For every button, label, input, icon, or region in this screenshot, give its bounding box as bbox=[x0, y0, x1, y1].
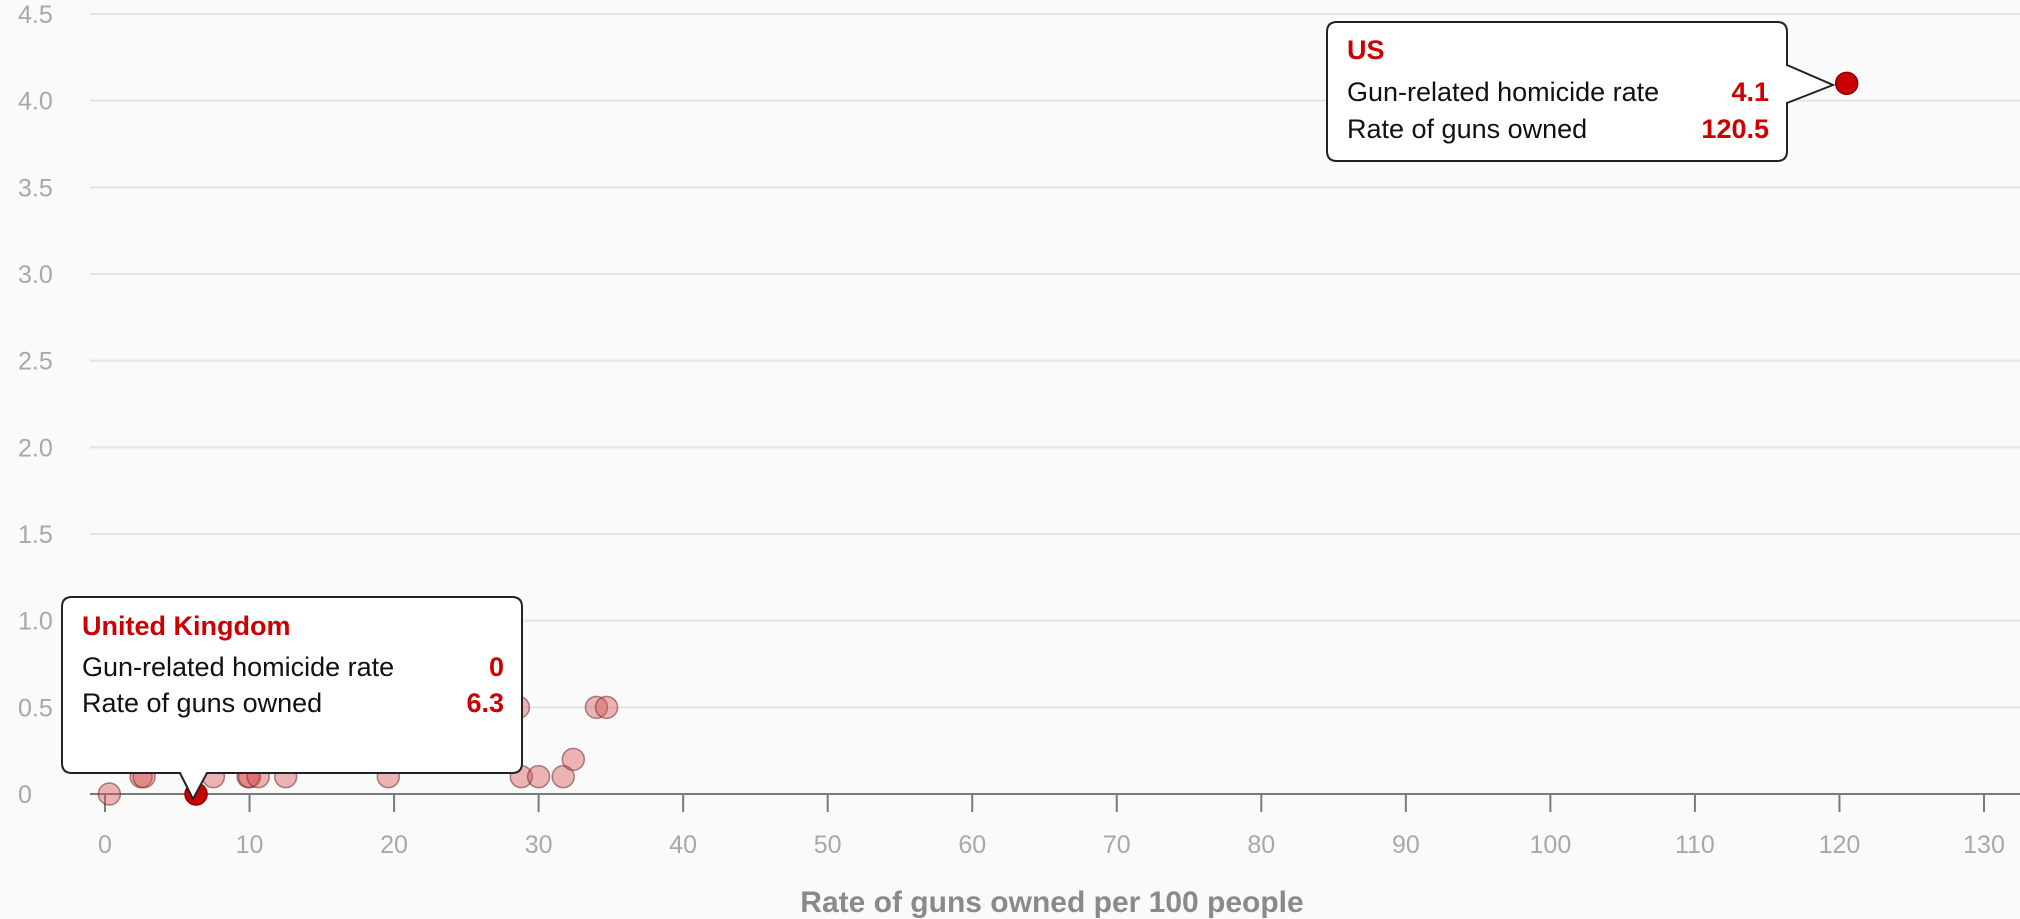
scatter-point bbox=[526, 764, 551, 789]
tooltip-us-box bbox=[1326, 21, 1836, 162]
tooltip-us-title: US bbox=[1347, 35, 1385, 65]
tooltip-us-homicide-label: Gun-related homicide rate bbox=[1347, 77, 1659, 107]
y-tick-label: 4.5 bbox=[18, 1, 53, 29]
x-tick-label: 130 bbox=[1963, 831, 2005, 859]
x-axis-title: Rate of guns owned per 100 people bbox=[800, 886, 1303, 919]
y-tick-label: 3.5 bbox=[18, 174, 53, 202]
x-tick-label: 80 bbox=[1247, 831, 1275, 859]
x-tick-label: 70 bbox=[1103, 831, 1131, 859]
tooltip-uk-homicide-label: Gun-related homicide rate bbox=[82, 652, 394, 682]
tooltip-uk-box bbox=[61, 596, 523, 802]
tooltip-uk-guns-value: 6.3 bbox=[466, 688, 504, 718]
tooltip-uk-guns-label: Rate of guns owned bbox=[82, 688, 322, 718]
scatter-point bbox=[584, 695, 609, 720]
scatter-point bbox=[594, 695, 619, 720]
y-tick-label: 3.0 bbox=[18, 261, 53, 289]
x-tick-label: 40 bbox=[669, 831, 697, 859]
y-tick-label: 4.0 bbox=[18, 88, 53, 116]
x-tick-label: 20 bbox=[380, 831, 408, 859]
x-tick-label: 10 bbox=[236, 831, 264, 859]
scatter-point bbox=[551, 764, 575, 789]
tooltip-united-kingdom: United Kingdom Gun-related homicide rate… bbox=[61, 596, 523, 802]
x-tick-label: 90 bbox=[1392, 831, 1420, 859]
scatter-point bbox=[97, 782, 122, 806]
y-tick-label: 1.5 bbox=[18, 521, 53, 549]
tooltip-us-guns-value: 120.5 bbox=[1701, 114, 1769, 144]
tooltip-uk-title: United Kingdom bbox=[82, 611, 290, 641]
tooltip-us: US Gun-related homicide rate 4.1 Rate of… bbox=[1326, 21, 1836, 162]
y-tick-label: 0 bbox=[18, 781, 32, 809]
highlighted-point bbox=[1834, 71, 1859, 96]
x-tick-label: 100 bbox=[1530, 831, 1572, 859]
x-tick-label: 30 bbox=[525, 831, 553, 859]
y-tick-label: 2.0 bbox=[18, 434, 53, 462]
tooltip-uk-homicide-value: 0 bbox=[489, 652, 504, 682]
y-tick-label: 2.5 bbox=[18, 348, 53, 376]
x-tick-label: 50 bbox=[814, 831, 842, 859]
scatter-point bbox=[561, 747, 586, 772]
x-tick-label: 110 bbox=[1675, 831, 1715, 859]
x-tick-label: 120 bbox=[1819, 831, 1861, 859]
y-tick-label: 1.0 bbox=[18, 608, 53, 636]
x-tick-label: 60 bbox=[958, 831, 986, 859]
y-tick-label: 0.5 bbox=[18, 694, 53, 722]
x-tick-label: 0 bbox=[98, 831, 112, 859]
tooltip-us-guns-label: Rate of guns owned bbox=[1347, 114, 1587, 144]
tooltip-us-homicide-value: 4.1 bbox=[1731, 77, 1769, 107]
x-axis: 0 10 20 30 40 50 60 70 80 90 100 110 120 130 bbox=[90, 793, 2020, 859]
